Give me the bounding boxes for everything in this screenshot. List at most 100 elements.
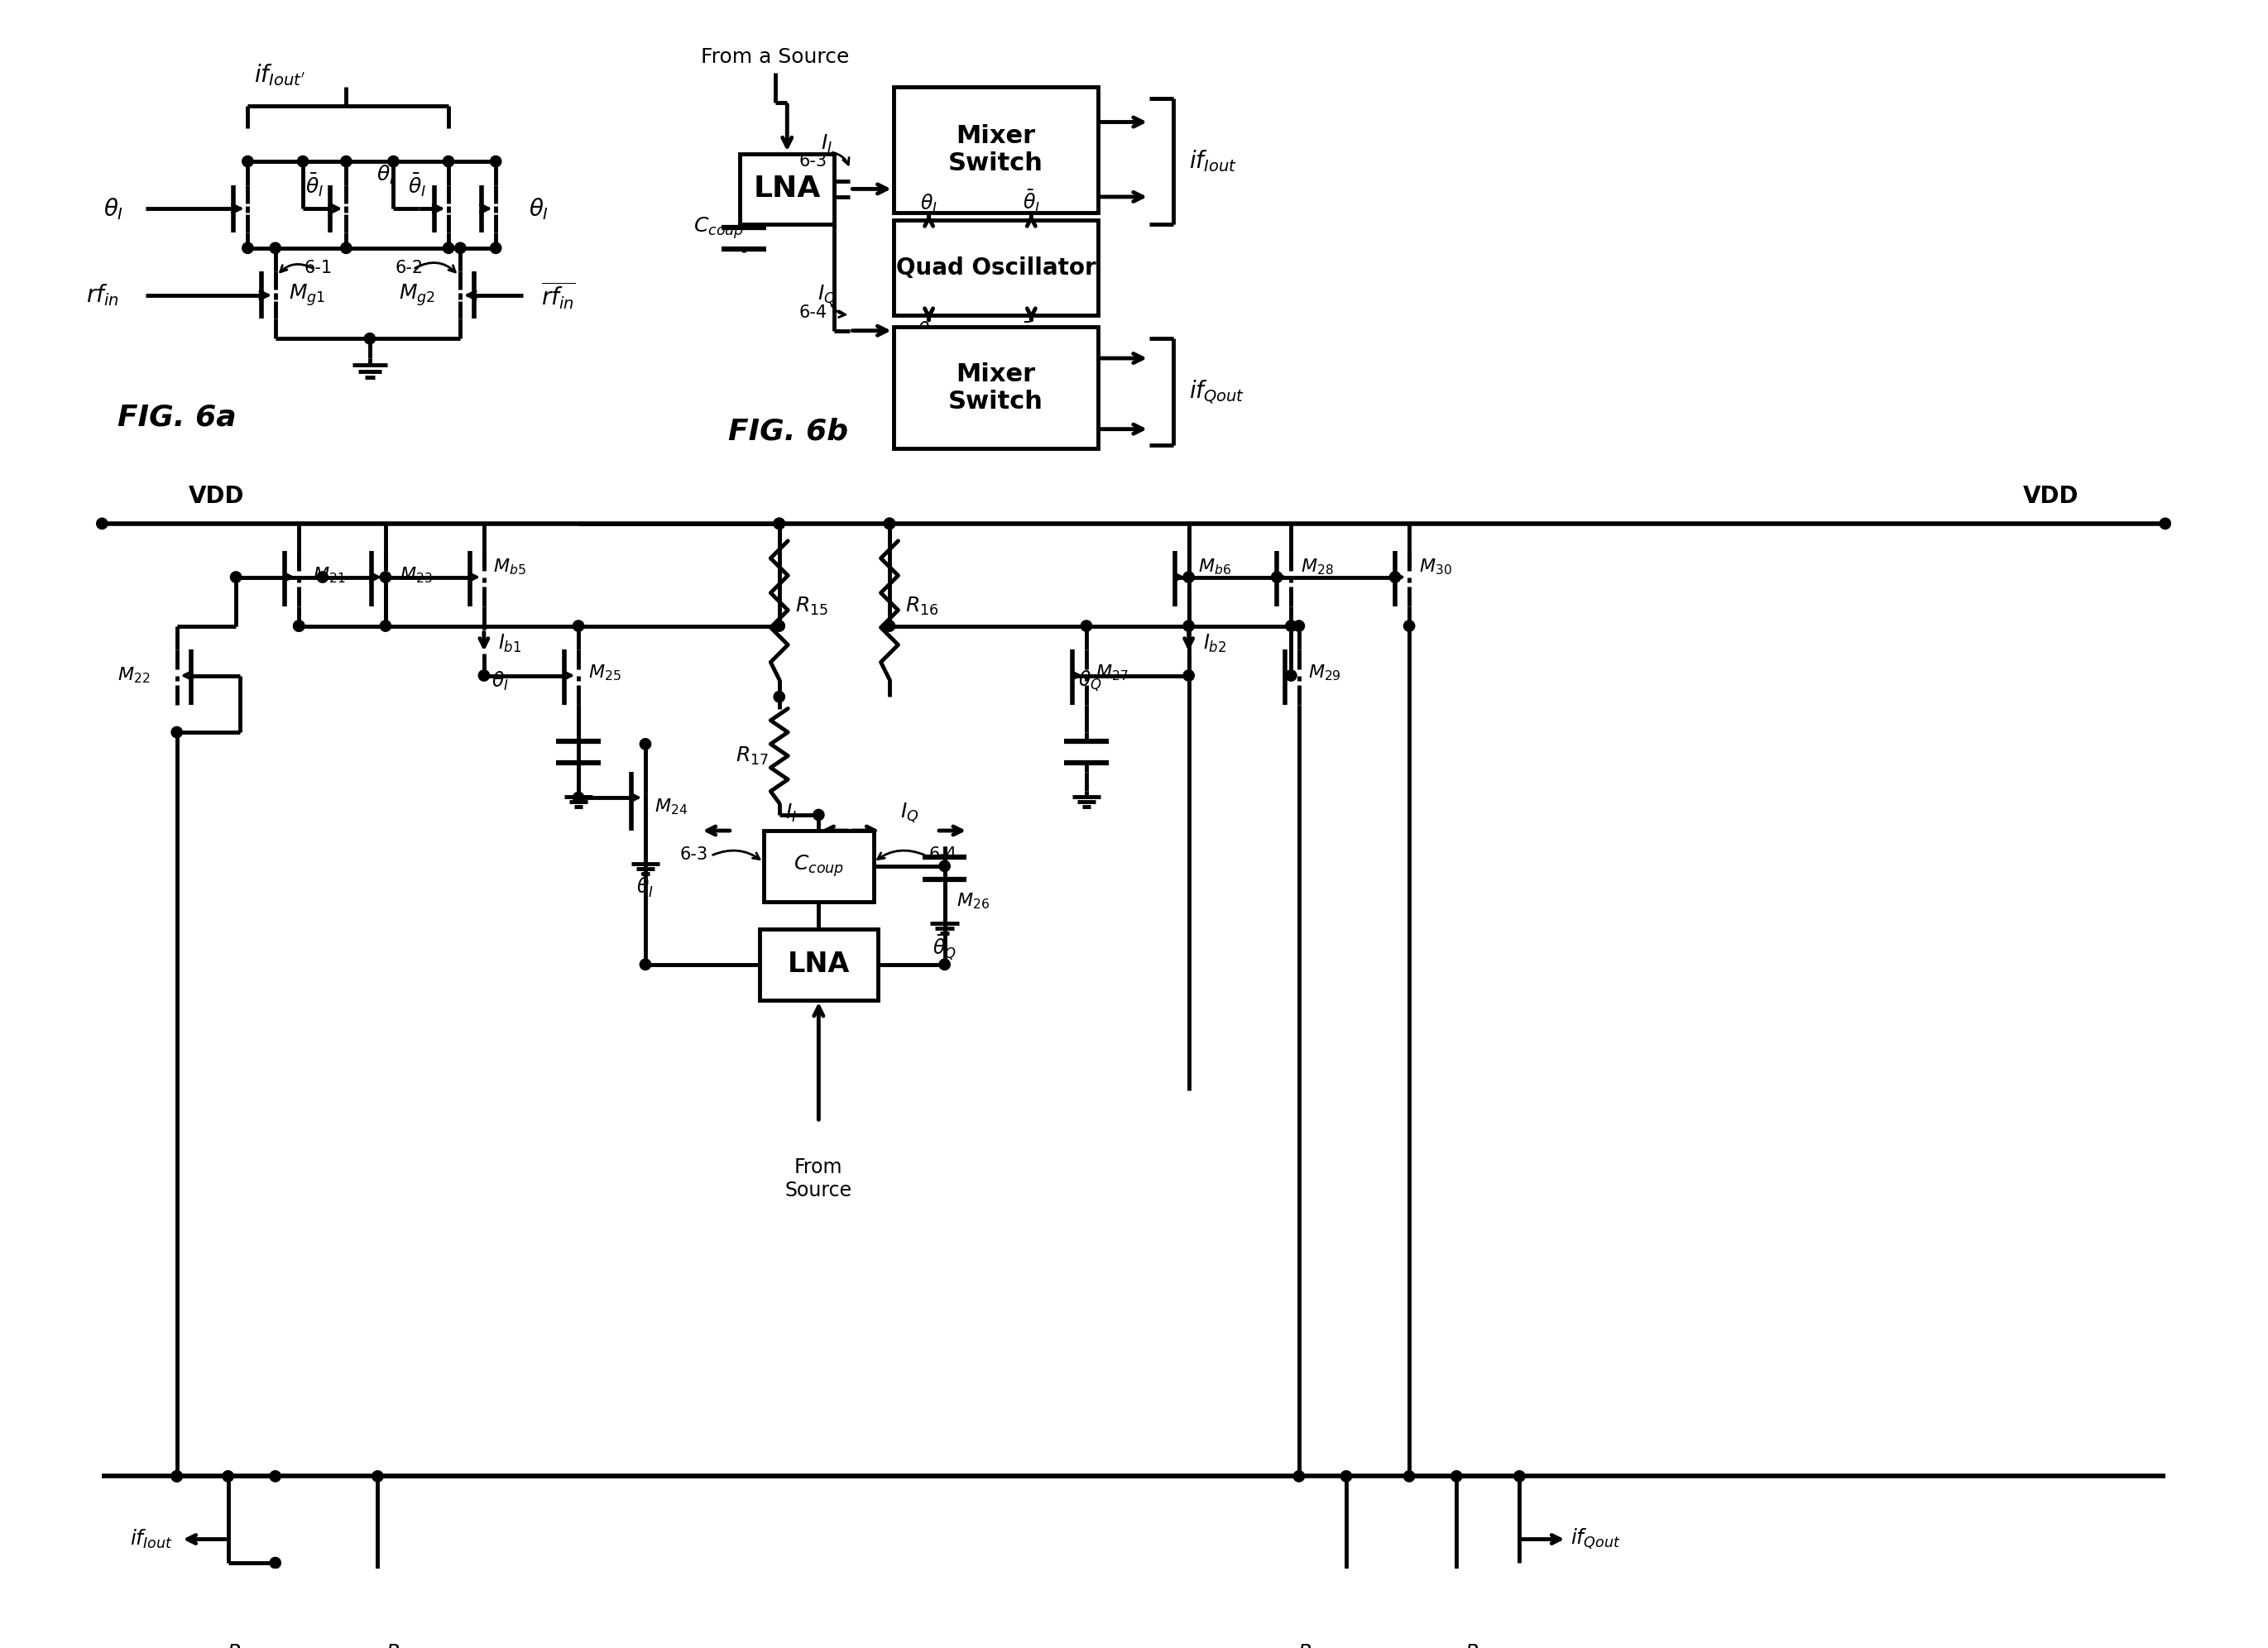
Circle shape: [456, 242, 465, 254]
Circle shape: [381, 620, 390, 631]
Circle shape: [270, 1470, 281, 1482]
Text: FIG. 6a: FIG. 6a: [118, 404, 236, 432]
Circle shape: [98, 517, 107, 529]
Text: $I_Q$: $I_Q$: [816, 283, 837, 307]
Circle shape: [365, 333, 374, 344]
Text: $I_{b1}$: $I_{b1}$: [499, 633, 522, 654]
Text: $M_{22}$: $M_{22}$: [118, 666, 150, 686]
Circle shape: [318, 572, 329, 583]
Text: $I_I$: $I_I$: [821, 133, 832, 155]
Circle shape: [442, 242, 454, 254]
Text: $if_{Qout}$: $if_{Qout}$: [1572, 1528, 1622, 1551]
Text: $C_{coup}$: $C_{coup}$: [694, 216, 744, 241]
Text: $R_{11}$: $R_{11}$: [227, 1643, 259, 1648]
Text: $\theta_I$: $\theta_I$: [104, 196, 125, 221]
Text: $M_{29}$: $M_{29}$: [1309, 664, 1340, 682]
Circle shape: [574, 793, 583, 803]
Text: $M_{30}$: $M_{30}$: [1420, 557, 1452, 577]
Circle shape: [1184, 620, 1195, 631]
Text: From
Source: From Source: [785, 1157, 853, 1200]
Circle shape: [340, 157, 352, 166]
Text: $M_{21}$: $M_{21}$: [313, 565, 345, 585]
Bar: [894, 326, 1098, 448]
Circle shape: [490, 242, 501, 254]
Text: LNA: LNA: [753, 175, 821, 203]
Text: $\bar{\theta}_I$: $\bar{\theta}_I$: [376, 160, 395, 186]
Text: 6-3: 6-3: [680, 845, 708, 862]
Text: Mixer
Switch: Mixer Switch: [948, 363, 1043, 414]
Circle shape: [293, 620, 304, 631]
Circle shape: [773, 517, 785, 529]
Circle shape: [479, 671, 490, 681]
Text: VDD: VDD: [188, 485, 245, 508]
Circle shape: [1404, 620, 1415, 631]
Circle shape: [773, 691, 785, 702]
Text: $R_{15}$: $R_{15}$: [796, 595, 828, 616]
Text: $\bar{\theta}_Q$: $\bar{\theta}_Q$: [932, 933, 957, 961]
Circle shape: [222, 1470, 234, 1482]
Text: $M_{23}$: $M_{23}$: [399, 565, 433, 585]
Circle shape: [490, 157, 501, 166]
Text: 6-4: 6-4: [798, 305, 828, 321]
Text: $if_{Iout^{\prime}}$: $if_{Iout^{\prime}}$: [254, 63, 304, 87]
Circle shape: [1272, 572, 1281, 583]
Circle shape: [1286, 620, 1297, 631]
Text: Mixer
Switch: Mixer Switch: [948, 124, 1043, 175]
Circle shape: [1404, 1470, 1415, 1482]
Bar: [739, 153, 835, 224]
Circle shape: [640, 738, 651, 750]
Circle shape: [172, 1470, 181, 1482]
Circle shape: [388, 157, 399, 166]
Text: $\theta_Q$: $\theta_Q$: [916, 320, 941, 344]
Text: VDD: VDD: [2023, 485, 2077, 508]
Circle shape: [270, 242, 281, 254]
Text: $M_{27}$: $M_{27}$: [1095, 664, 1129, 682]
Circle shape: [885, 517, 896, 529]
Text: $I_Q$: $I_Q$: [900, 801, 919, 826]
Circle shape: [1293, 1470, 1304, 1482]
Circle shape: [2159, 517, 2170, 529]
Circle shape: [172, 727, 181, 738]
Text: $\theta_Q$: $\theta_Q$: [1080, 669, 1102, 694]
Text: From a Source: From a Source: [701, 46, 850, 66]
Circle shape: [773, 517, 785, 529]
Text: $R_{17}$: $R_{17}$: [735, 745, 769, 766]
Circle shape: [773, 620, 785, 631]
Circle shape: [1286, 671, 1297, 681]
Text: $\bar{\theta}_I$: $\bar{\theta}_I$: [408, 171, 426, 198]
Text: $if_{Iout}$: $if_{Iout}$: [129, 1528, 172, 1551]
Circle shape: [1184, 572, 1195, 583]
Bar: [894, 221, 1098, 315]
Text: Quad Oscillator: Quad Oscillator: [896, 255, 1095, 279]
Text: 6-2: 6-2: [395, 259, 424, 275]
Text: $M_{g1}$: $M_{g1}$: [288, 282, 324, 308]
Circle shape: [1515, 1470, 1524, 1482]
Circle shape: [939, 860, 950, 872]
Text: $\bar{\theta}_I$: $\bar{\theta}_I$: [306, 171, 324, 198]
Text: 6-4: 6-4: [930, 845, 957, 862]
Text: $M_{b5}$: $M_{b5}$: [494, 557, 526, 577]
Text: 6-1: 6-1: [304, 259, 333, 275]
Circle shape: [442, 157, 454, 166]
Circle shape: [231, 572, 240, 583]
Circle shape: [293, 620, 304, 631]
Text: FIG. 6b: FIG. 6b: [728, 417, 848, 445]
Text: $\overline{rf_{in}}$: $\overline{rf_{in}}$: [542, 280, 576, 311]
Circle shape: [939, 959, 950, 971]
Text: $R_{14}$: $R_{14}$: [1465, 1643, 1497, 1648]
Text: $M_{b6}$: $M_{b6}$: [1198, 557, 1232, 577]
Circle shape: [885, 517, 896, 529]
Text: $I_I$: $I_I$: [785, 803, 796, 824]
Circle shape: [243, 242, 254, 254]
Text: $\bar{\theta}_I$: $\bar{\theta}_I$: [1023, 188, 1041, 214]
Text: $R_{16}$: $R_{16}$: [905, 595, 939, 616]
Text: $I_{b2}$: $I_{b2}$: [1202, 633, 1227, 654]
Circle shape: [1293, 620, 1304, 631]
Circle shape: [1390, 572, 1402, 583]
Text: $\theta_I$: $\theta_I$: [921, 193, 937, 214]
Text: $M_{24}$: $M_{24}$: [655, 798, 687, 817]
Text: LNA: LNA: [787, 951, 850, 979]
Bar: [764, 831, 873, 901]
Bar: [894, 87, 1098, 213]
Text: $M_{25}$: $M_{25}$: [587, 664, 621, 682]
